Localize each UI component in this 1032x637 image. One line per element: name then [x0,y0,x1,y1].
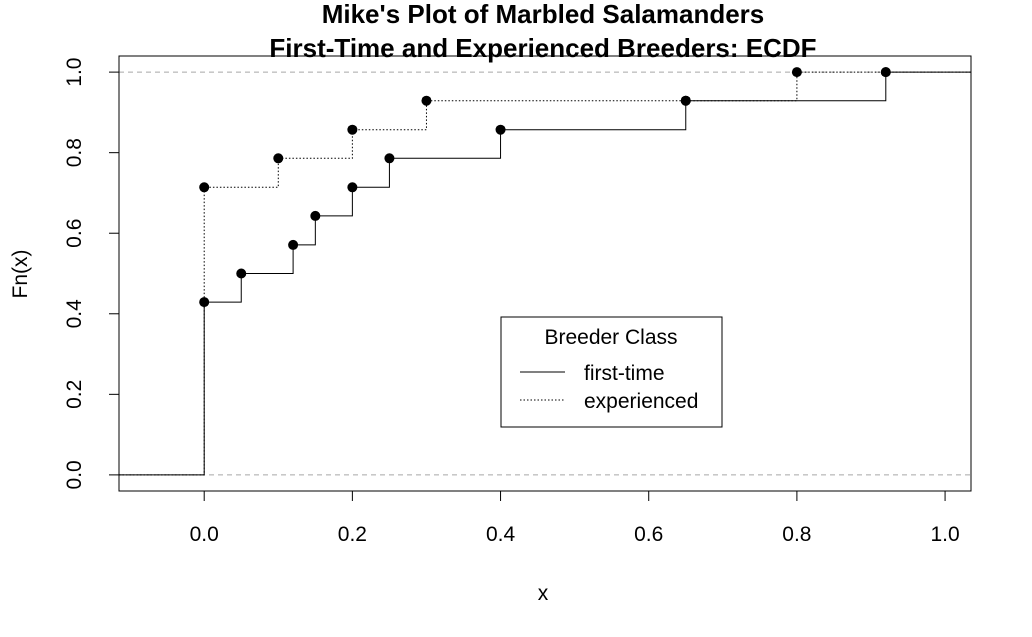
data-point-first-time [236,268,247,279]
chart-subtitle: First-Time and Experienced Breeders: ECD… [269,33,816,63]
reference-lines [119,71,971,476]
y-tick-label: 0.4 [63,299,86,329]
legend-title: Breeder Class [544,326,677,349]
x-tick-label: 0.0 [190,523,219,546]
y-axis: 0.0 0.2 0.4 0.6 0.8 1.0 [63,58,119,489]
data-point-experienced [791,67,802,78]
data-point-first-time [495,124,506,135]
plot-frame [118,55,972,492]
y-axis-label: Fn(x) [9,250,32,299]
chart-title: Mike's Plot of Marbled Salamanders [322,0,765,29]
legend-entry-first-time: first-time [584,362,665,385]
data-point-first-time [384,153,395,164]
data-point-first-time [199,297,210,308]
data-point-experienced [680,95,691,106]
data-point-first-time [347,182,358,193]
data-point-experienced [199,182,210,193]
data-point-first-time [310,210,321,221]
data-point-experienced [421,95,432,106]
series-layer [119,67,971,476]
data-point-experienced [347,124,358,135]
y-tick-label: 0.2 [63,380,86,409]
x-tick-label: 0.8 [782,523,811,546]
data-point-experienced [880,67,891,78]
y-tick-label: 0.6 [63,219,86,248]
y-tick-label: 0.0 [63,460,86,489]
x-tick-label: 0.2 [338,523,367,546]
x-tick-label: 0.6 [634,523,663,546]
x-axis-label: x [538,582,549,605]
data-point-first-time [288,239,299,250]
x-axis: 0.0 0.2 0.4 0.6 0.8 1.0 [190,491,960,546]
y-tick-label: 0.8 [63,138,86,167]
legend-entry-experienced: experienced [584,390,698,413]
x-tick-label: 1.0 [930,523,959,546]
x-tick-label: 0.4 [486,523,516,546]
y-tick-label: 1.0 [63,58,86,87]
data-point-experienced [273,153,284,164]
legend: Breeder Class first-time experienced [500,316,723,428]
